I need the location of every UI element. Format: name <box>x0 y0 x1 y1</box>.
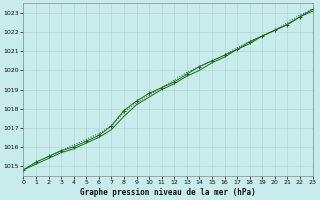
X-axis label: Graphe pression niveau de la mer (hPa): Graphe pression niveau de la mer (hPa) <box>80 188 256 197</box>
